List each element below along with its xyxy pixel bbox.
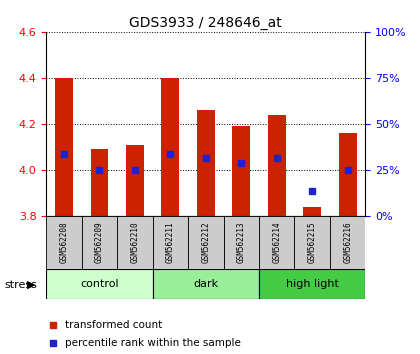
Bar	[46, 216, 81, 269]
Text: GSM562209: GSM562209	[95, 222, 104, 263]
Bar	[232, 126, 250, 216]
Text: GSM562211: GSM562211	[166, 222, 175, 263]
Bar	[303, 207, 321, 216]
Text: percentile rank within the sample: percentile rank within the sample	[65, 338, 241, 348]
Text: GSM562216: GSM562216	[343, 222, 352, 263]
Bar	[152, 269, 259, 299]
Text: GSM562212: GSM562212	[201, 222, 210, 263]
Text: GDS3933 / 248646_at: GDS3933 / 248646_at	[129, 16, 282, 30]
Bar	[268, 115, 286, 216]
Text: GSM562215: GSM562215	[308, 222, 317, 263]
Bar	[152, 216, 188, 269]
Bar	[46, 269, 152, 299]
Text: GSM562213: GSM562213	[237, 222, 246, 263]
Text: stress: stress	[4, 280, 37, 290]
Text: GSM562208: GSM562208	[60, 222, 68, 263]
Bar	[188, 216, 223, 269]
Text: ▶: ▶	[27, 280, 36, 290]
Bar	[339, 133, 357, 216]
Bar	[294, 216, 330, 269]
Text: dark: dark	[193, 279, 218, 289]
Bar	[55, 78, 73, 216]
Bar	[161, 78, 179, 216]
Bar	[117, 216, 152, 269]
Bar	[259, 216, 294, 269]
Bar	[330, 216, 365, 269]
Text: transformed count: transformed count	[65, 320, 162, 330]
Bar	[81, 216, 117, 269]
Bar	[259, 269, 365, 299]
Text: GSM562214: GSM562214	[272, 222, 281, 263]
Bar	[91, 149, 108, 216]
Bar	[223, 216, 259, 269]
Text: GSM562210: GSM562210	[130, 222, 139, 263]
Text: control: control	[80, 279, 119, 289]
Bar	[197, 110, 215, 216]
Bar	[126, 145, 144, 216]
Text: high light: high light	[286, 279, 339, 289]
